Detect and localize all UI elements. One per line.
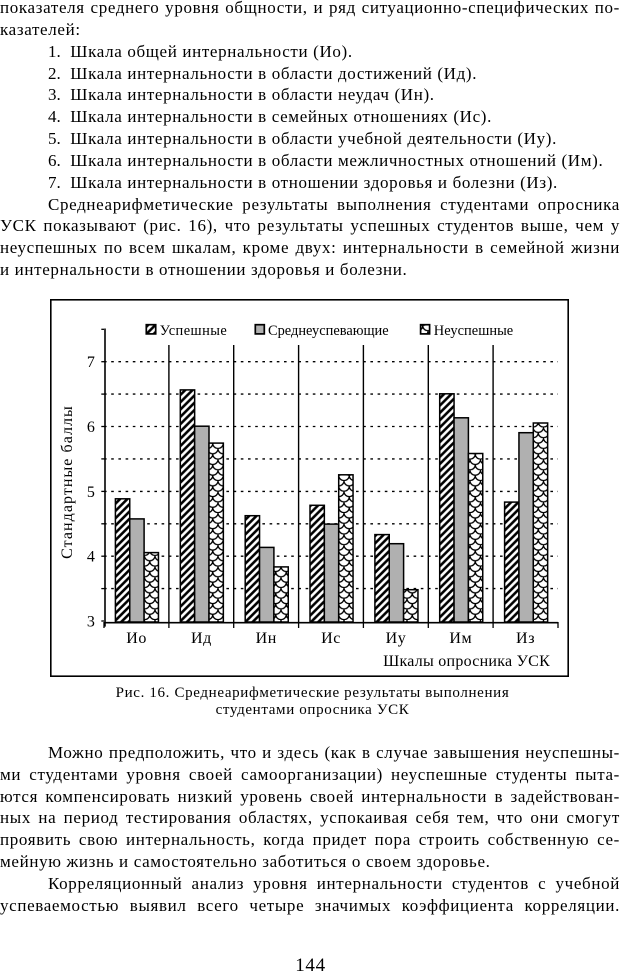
svg-text:4: 4 — [87, 549, 96, 566]
svg-text:Ин: Ин — [256, 630, 277, 647]
svg-text:5: 5 — [87, 484, 96, 501]
svg-text:6: 6 — [87, 419, 96, 436]
svg-text:7: 7 — [87, 354, 96, 371]
svg-text:3: 3 — [87, 613, 96, 630]
svg-text:Иу: Иу — [386, 630, 407, 647]
svg-text:Среднеуспевающие: Среднеуспевающие — [268, 323, 389, 339]
svg-text:Ис: Ис — [321, 630, 341, 647]
svg-text:Ид: Ид — [191, 630, 212, 647]
svg-text:Неуспешные: Неуспешные — [434, 323, 513, 339]
svg-text:Успешные: Успешные — [160, 323, 227, 339]
svg-text:Ио: Ио — [126, 630, 147, 647]
svg-text:Им: Им — [449, 630, 472, 647]
svg-text:Из: Из — [516, 630, 535, 647]
svg-text:Стандартные баллы: Стандартные баллы — [59, 405, 76, 559]
svg-text:Шкалы опросника УСК: Шкалы опросника УСК — [383, 653, 550, 670]
